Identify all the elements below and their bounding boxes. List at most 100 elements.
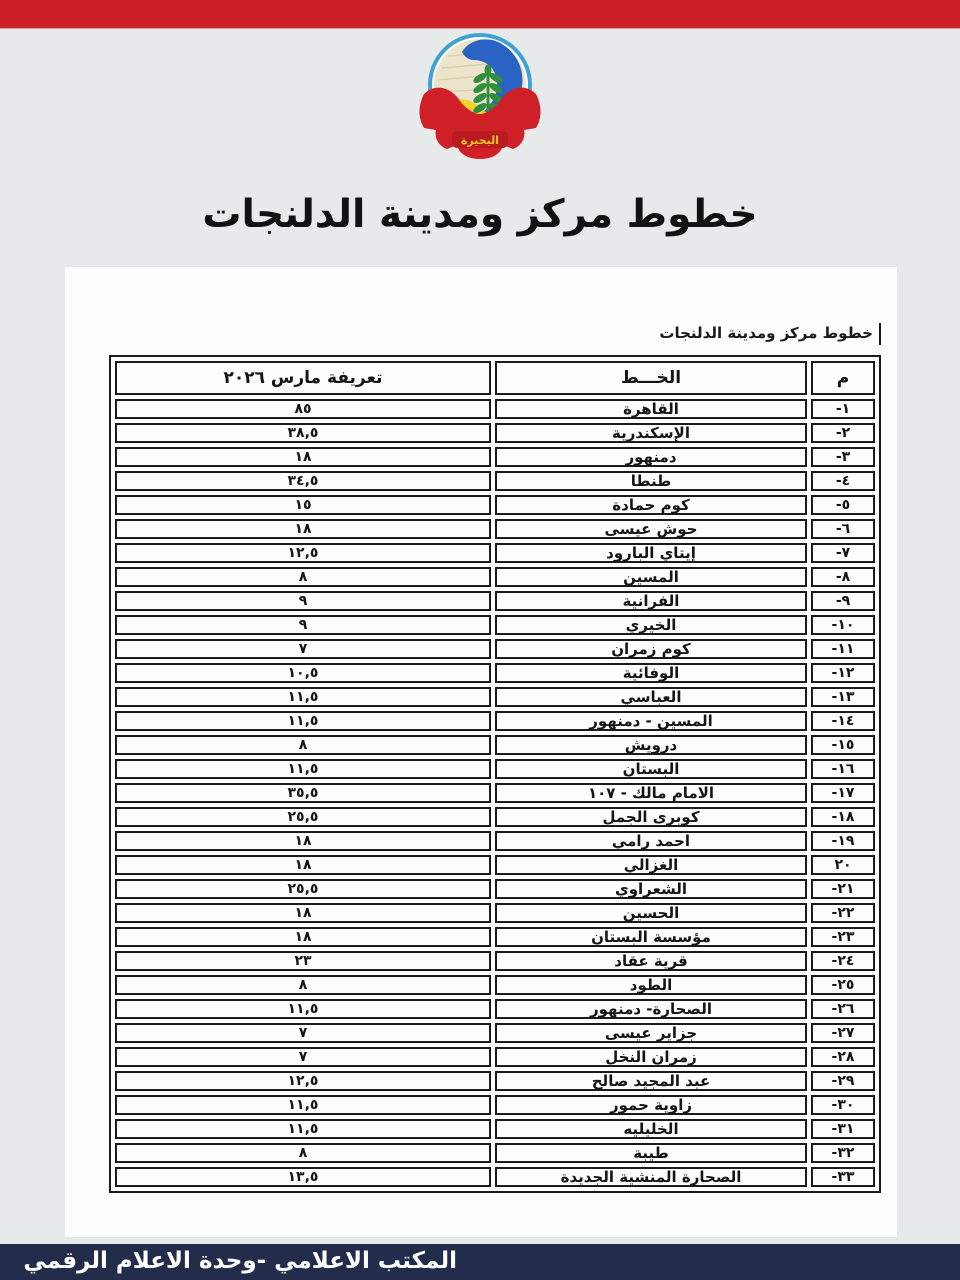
table-row: ٣٠- زاوية حمور ١١,٥ (115, 1095, 875, 1115)
cell-tariff: ٨ (115, 1143, 491, 1163)
cell-num: ٢٨- (811, 1047, 875, 1067)
cell-tariff: ٣٤,٥ (115, 471, 491, 491)
cell-line: إيتاي البارود (495, 543, 807, 563)
table-row: ١٠- الخيري ٩ (115, 615, 875, 635)
cell-tariff: ١١,٥ (115, 999, 491, 1019)
table-row: ٢- الإسكندرية ٣٨,٥ (115, 423, 875, 443)
cell-tariff: ٣٨,٥ (115, 423, 491, 443)
cell-tariff: ١٢,٥ (115, 1071, 491, 1091)
table-row: ٧- إيتاي البارود ١٢,٥ (115, 543, 875, 563)
cell-num: ٦- (811, 519, 875, 539)
table-row: ٢٩- عبد المجيد صالح ١٢,٥ (115, 1071, 875, 1091)
cell-tariff: ١٨ (115, 855, 491, 875)
table-row: ١٤- المسين - دمنهور ١١,٥ (115, 711, 875, 731)
cell-line: احمد رامي (495, 831, 807, 851)
cell-tariff: ٧ (115, 1047, 491, 1067)
table-row: ١٣- العباسي ١١,٥ (115, 687, 875, 707)
cell-tariff: ١٠,٥ (115, 663, 491, 683)
column-header-line: الخـــط (495, 361, 807, 395)
cell-line: طيبة (495, 1143, 807, 1163)
cell-line: الخليليه (495, 1119, 807, 1139)
cell-tariff: ١١,٥ (115, 759, 491, 779)
cell-line: كوم زمران (495, 639, 807, 659)
cell-tariff: ١٨ (115, 519, 491, 539)
table-row: ١٩- احمد رامي ١٨ (115, 831, 875, 851)
table-row: ١٧- الامام مالك - ١٠٧ ٣٥,٥ (115, 783, 875, 803)
cell-tariff: ١١,٥ (115, 687, 491, 707)
cell-num: ٩- (811, 591, 875, 611)
cell-line: الغزالي (495, 855, 807, 875)
cell-num: ١٥- (811, 735, 875, 755)
cell-line: طنطا (495, 471, 807, 491)
table-row: ٦- حوش عيسى ١٨ (115, 519, 875, 539)
cell-line: عبد المجيد صالح (495, 1071, 807, 1091)
table-row: ١٦- البستان ١١,٥ (115, 759, 875, 779)
header-row: م الخـــط تعريفة مارس ٢٠٢٦ (115, 361, 875, 395)
governorate-emblem-icon: البحيرة (419, 33, 541, 159)
cell-tariff: ٧ (115, 639, 491, 659)
cell-num: ٣٠- (811, 1095, 875, 1115)
table-row: ١٨- كوبرى الجمل ٢٥,٥ (115, 807, 875, 827)
cell-num: ٢٧- (811, 1023, 875, 1043)
table-row: ١١- كوم زمران ٧ (115, 639, 875, 659)
cell-tariff: ١١,٥ (115, 1095, 491, 1115)
cell-line: جزاير عيسى (495, 1023, 807, 1043)
cell-line: الخيري (495, 615, 807, 635)
cell-line: درويش (495, 735, 807, 755)
cell-num: ٢٠ (811, 855, 875, 875)
table-row: ٣- دمنهور ١٨ (115, 447, 875, 467)
cell-line: كوم حمادة (495, 495, 807, 515)
cell-num: ١٦- (811, 759, 875, 779)
document-sheet: خطوط مركز ومدينة الدلنجات م الخـــط تعري… (65, 267, 897, 1237)
page-title: خطوط مركز ومدينة الدلنجات (202, 192, 758, 237)
cell-line: الامام مالك - ١٠٧ (495, 783, 807, 803)
cell-line: الإسكندرية (495, 423, 807, 443)
table-row: ١- القاهرة ٨٥ (115, 399, 875, 419)
table-row: ٢٠ الغزالي ١٨ (115, 855, 875, 875)
cell-line: المسين - دمنهور (495, 711, 807, 731)
cell-line: الصحارة- دمنهور (495, 999, 807, 1019)
cell-num: ١٣- (811, 687, 875, 707)
cell-line: الحسين (495, 903, 807, 923)
cell-num: ٢١- (811, 879, 875, 899)
cell-num: ٢٦- (811, 999, 875, 1019)
table-row: ١٢- الوفائية ١٠,٥ (115, 663, 875, 683)
cell-tariff: ٨ (115, 567, 491, 587)
table-row: ٢١- الشعراوي ٢٥,٥ (115, 879, 875, 899)
table-row: ٢٤- قرية عقاد ٢٣ (115, 951, 875, 971)
cell-line: قرية عقاد (495, 951, 807, 971)
table-row: ٥- كوم حمادة ١٥ (115, 495, 875, 515)
cell-num: ١٠- (811, 615, 875, 635)
table-row: ٣٣- الصحارة المنشية الجديدة ١٣,٥ (115, 1167, 875, 1187)
cell-num: ١٤- (811, 711, 875, 731)
footer-credit: المكتب الاعلامي -وحدة الاعلام الرقمي (23, 1248, 457, 1274)
cell-line: كوبرى الجمل (495, 807, 807, 827)
table-row: ٣٢- طيبة ٨ (115, 1143, 875, 1163)
cell-tariff: ١٨ (115, 831, 491, 851)
cell-tariff: ٧ (115, 1023, 491, 1043)
cell-tariff: ٨ (115, 735, 491, 755)
cell-num: ٢٣- (811, 927, 875, 947)
cell-tariff: ١٢,٥ (115, 543, 491, 563)
cell-tariff: ١٥ (115, 495, 491, 515)
cell-num: ٢٤- (811, 951, 875, 971)
cell-line: الصحارة المنشية الجديدة (495, 1167, 807, 1187)
cell-tariff: ٣٥,٥ (115, 783, 491, 803)
cell-line: العباسي (495, 687, 807, 707)
cell-num: ٢- (811, 423, 875, 443)
cell-num: ١٧- (811, 783, 875, 803)
cell-line: البستان (495, 759, 807, 779)
table-row: ٢٥- الطود ٨ (115, 975, 875, 995)
table-row: ٢٦- الصحارة- دمنهور ١١,٥ (115, 999, 875, 1019)
cell-num: ٣٣- (811, 1167, 875, 1187)
cell-line: المسين (495, 567, 807, 587)
table-row: ٨- المسين ٨ (115, 567, 875, 587)
cell-num: ١١- (811, 639, 875, 659)
cell-line: الوفائية (495, 663, 807, 683)
cell-line: حوش عيسى (495, 519, 807, 539)
header-red-bar (0, 0, 960, 29)
table-row: ٤- طنطا ٣٤,٥ (115, 471, 875, 491)
cell-num: ٥- (811, 495, 875, 515)
cell-tariff: ٨٥ (115, 399, 491, 419)
table-body: ١- القاهرة ٨٥ ٢- الإسكندرية ٣٨,٥ ٣- دمنهور ١٨ ٤- ط… (115, 399, 875, 1187)
